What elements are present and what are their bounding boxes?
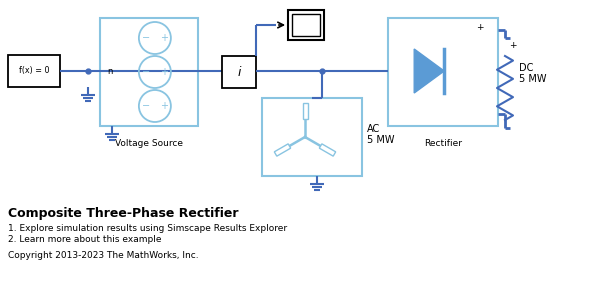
Text: 5 MW: 5 MW bbox=[519, 74, 546, 84]
Text: i: i bbox=[237, 66, 241, 79]
Text: −: − bbox=[142, 67, 150, 77]
Text: 1. Explore simulation results using Simscape Results Explorer: 1. Explore simulation results using Sims… bbox=[8, 224, 287, 233]
Text: n: n bbox=[108, 67, 113, 76]
Bar bbox=[388, 18, 498, 126]
Text: Copyright 2013-2023 The MathWorks, Inc.: Copyright 2013-2023 The MathWorks, Inc. bbox=[8, 251, 198, 260]
Text: f(x) = 0: f(x) = 0 bbox=[19, 67, 49, 76]
Text: +: + bbox=[160, 67, 168, 77]
Polygon shape bbox=[320, 144, 336, 156]
Text: −: − bbox=[142, 101, 150, 111]
Text: 5 MW: 5 MW bbox=[367, 135, 394, 145]
Text: +: + bbox=[509, 42, 517, 50]
Text: Rectifier: Rectifier bbox=[424, 139, 462, 148]
Bar bbox=[100, 18, 198, 126]
Bar bbox=[8, 55, 60, 87]
Polygon shape bbox=[414, 49, 444, 93]
Text: +: + bbox=[476, 23, 484, 33]
Text: +: + bbox=[160, 101, 168, 111]
Bar bbox=[262, 98, 362, 176]
Text: Voltage Source: Voltage Source bbox=[115, 139, 183, 148]
Text: 2. Learn more about this example: 2. Learn more about this example bbox=[8, 235, 162, 244]
Bar bbox=[222, 56, 256, 88]
Bar bbox=[288, 10, 324, 40]
Text: AC: AC bbox=[367, 124, 380, 134]
Polygon shape bbox=[302, 103, 308, 119]
Text: Composite Three-Phase Rectifier: Composite Three-Phase Rectifier bbox=[8, 207, 239, 220]
Text: DC: DC bbox=[519, 63, 533, 73]
Text: +: + bbox=[160, 33, 168, 43]
Circle shape bbox=[139, 56, 171, 88]
Circle shape bbox=[139, 90, 171, 122]
Bar bbox=[292, 14, 320, 36]
Polygon shape bbox=[274, 144, 290, 156]
Text: −: − bbox=[142, 33, 150, 43]
Circle shape bbox=[139, 22, 171, 54]
